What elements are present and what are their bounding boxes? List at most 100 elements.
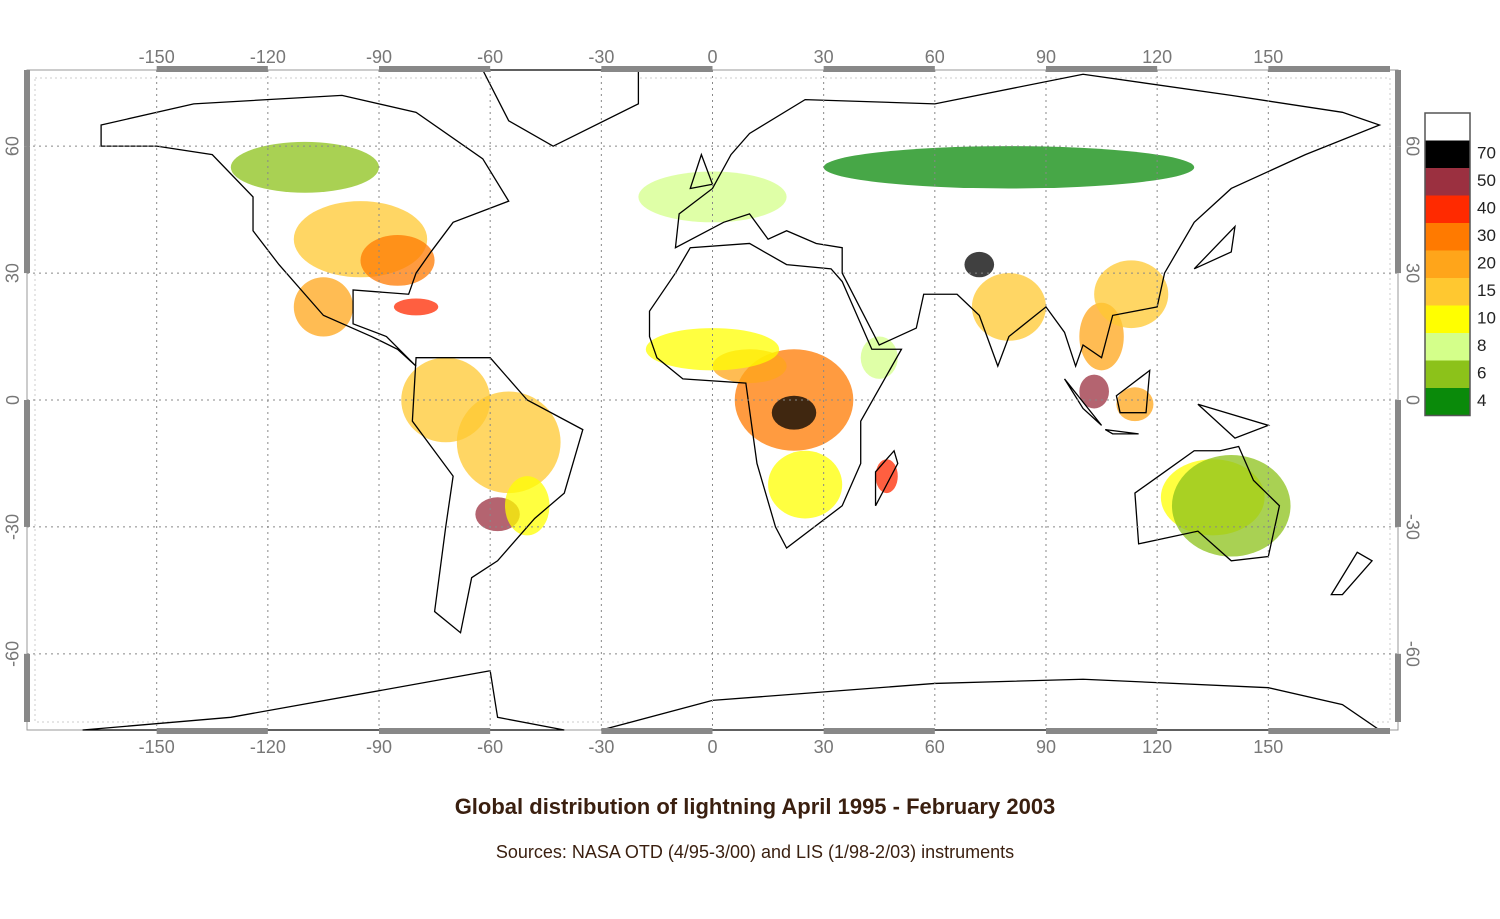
land xyxy=(601,679,1380,730)
frame-bar xyxy=(1395,146,1401,274)
legend-label: 30 xyxy=(1477,226,1496,245)
y-tick-label: -60 xyxy=(1402,641,1422,667)
y-tick-label: 0 xyxy=(3,395,23,405)
lightning-density xyxy=(964,251,995,278)
legend-swatch xyxy=(1425,195,1470,223)
coastline xyxy=(689,152,714,190)
x-tick-label: 120 xyxy=(1142,47,1172,67)
lightning-density xyxy=(971,273,1046,341)
legend-label: 6 xyxy=(1477,364,1486,383)
land xyxy=(675,74,1380,367)
lightning-density xyxy=(504,476,550,536)
legend-swatch xyxy=(1425,168,1470,196)
x-tick-label: 60 xyxy=(925,737,945,757)
y-tick-label: 30 xyxy=(1402,263,1422,283)
y-tick-label: 0 xyxy=(1402,395,1422,405)
x-tick-label: 150 xyxy=(1253,47,1283,67)
lightning-density xyxy=(393,298,439,316)
x-tick-label: -60 xyxy=(477,47,503,67)
legend-label: 20 xyxy=(1477,254,1496,273)
coastline xyxy=(648,242,903,550)
coastline xyxy=(1134,445,1281,562)
frame-bar xyxy=(1395,70,1401,147)
legend-swatch xyxy=(1425,250,1470,278)
frame-bar xyxy=(379,66,491,72)
legend-swatch xyxy=(1425,388,1470,416)
legend-swatch xyxy=(1425,360,1470,388)
frame-bar xyxy=(156,728,268,734)
frame-bar xyxy=(24,146,30,274)
x-tick-label: 0 xyxy=(707,47,717,67)
frame-bar xyxy=(24,70,30,147)
coastline xyxy=(1193,224,1236,270)
y-tick-label: 30 xyxy=(3,263,23,283)
lightning-density xyxy=(860,336,898,379)
y-tick-label: -30 xyxy=(3,514,23,540)
legend-label: 10 xyxy=(1477,309,1496,328)
land xyxy=(1331,552,1373,595)
coastline xyxy=(1197,403,1271,439)
legend-label: 50 xyxy=(1477,171,1496,190)
frame-bar xyxy=(601,66,713,72)
lightning-density xyxy=(1094,260,1169,329)
coastline xyxy=(1330,551,1374,596)
legend-swatch xyxy=(1425,113,1470,141)
subtitle: Sources: NASA OTD (4/95-3/00) and LIS (1… xyxy=(496,842,1014,862)
y-tick-label: -60 xyxy=(3,641,23,667)
y-tick-label: 60 xyxy=(3,136,23,156)
legend-label: 15 xyxy=(1477,281,1496,300)
coastline xyxy=(1115,368,1151,414)
x-tick-label: 0 xyxy=(707,737,717,757)
x-tick-label: -60 xyxy=(477,737,503,757)
legend-label: 4 xyxy=(1477,391,1486,410)
lightning-density xyxy=(823,146,1195,189)
frame-bar xyxy=(379,728,491,734)
frame-bar xyxy=(823,728,935,734)
y-tick-label: 60 xyxy=(1402,136,1422,156)
x-tick-label: 30 xyxy=(814,47,834,67)
x-tick-label: 90 xyxy=(1036,47,1056,67)
x-tick-label: -30 xyxy=(588,47,614,67)
coastline xyxy=(874,449,899,507)
legend-swatch xyxy=(1425,223,1470,251)
x-tick-label: -150 xyxy=(139,47,175,67)
x-tick-label: -120 xyxy=(250,47,286,67)
lightning-density xyxy=(768,450,843,519)
frame-bar xyxy=(1268,728,1390,734)
x-tick-label: -90 xyxy=(366,47,392,67)
coastline xyxy=(674,73,1382,369)
legend-label: 40 xyxy=(1477,199,1496,218)
land xyxy=(82,670,565,730)
land xyxy=(482,70,639,147)
frame-bar xyxy=(1395,653,1401,722)
lightning-density xyxy=(293,277,354,337)
x-tick-label: 30 xyxy=(814,737,834,757)
frame-bar xyxy=(1045,728,1158,734)
lightning-density xyxy=(456,391,561,494)
coastline xyxy=(1063,378,1103,426)
frame-bar xyxy=(24,400,30,527)
frame-bar xyxy=(24,653,30,722)
coastline xyxy=(601,678,1382,731)
frame-bar xyxy=(156,66,268,72)
frame-bar xyxy=(1268,66,1390,72)
x-tick-label: -30 xyxy=(588,737,614,757)
x-tick-label: -150 xyxy=(139,737,175,757)
legend-label: 70 xyxy=(1477,144,1496,163)
lightning-density xyxy=(875,459,898,494)
x-tick-label: -120 xyxy=(250,737,286,757)
legend-swatch xyxy=(1425,140,1470,168)
x-tick-label: 90 xyxy=(1036,737,1056,757)
legend-swatch xyxy=(1425,333,1470,361)
coastline xyxy=(411,357,584,634)
y-tick-label: -30 xyxy=(1402,514,1422,540)
coastline xyxy=(1104,428,1139,435)
legend-swatch xyxy=(1425,278,1470,306)
lightning-density xyxy=(230,141,380,193)
lightning-density xyxy=(1171,455,1291,557)
legend-swatch xyxy=(1425,305,1470,333)
legend-frame xyxy=(1424,112,1471,417)
frame-bar xyxy=(601,728,713,734)
title: Global distribution of lightning April 1… xyxy=(455,794,1056,819)
x-tick-label: 60 xyxy=(925,47,945,67)
